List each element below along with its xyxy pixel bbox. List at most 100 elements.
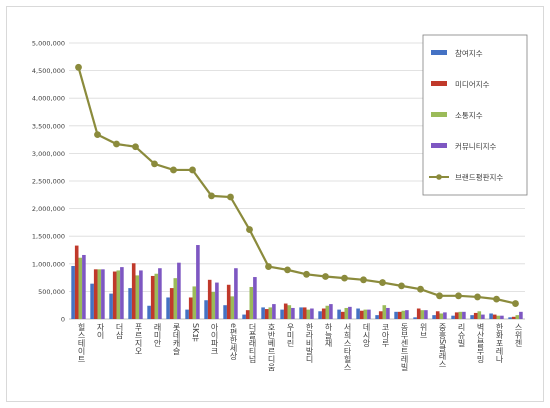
series-point-브랜드평판지수-더샵 <box>113 140 120 148</box>
bar-미디어지수-우미린 <box>283 303 288 319</box>
bar-소통지수-자이 <box>97 269 102 319</box>
category-label: 데시앙 <box>362 323 371 347</box>
bar-미디어지수-위브 <box>416 308 421 319</box>
bar-커뮤니티지수-스위첸 <box>519 311 523 319</box>
series-point-브랜드평판지수-아이파크 <box>208 192 215 200</box>
y-tick-label: 1,500,000 <box>32 233 65 241</box>
category-label: 아이파크 <box>210 322 219 355</box>
bar-참여지수-동부센트레빌 <box>394 311 398 319</box>
y-tick-label: 5,000,000 <box>32 40 65 48</box>
legend-swatch-커뮤니티지수 <box>431 143 447 148</box>
series-point-브랜드평판지수-자이 <box>94 131 101 139</box>
bar-커뮤니티지수-한화포레나 <box>500 315 504 319</box>
bar-소통지수-벽산블루밍 <box>477 311 482 319</box>
series-point-브랜드평판지수-롯데캐슬 <box>170 166 177 174</box>
bar-커뮤니티지수-데시앙 <box>367 309 371 319</box>
y-tick-label: 500,000 <box>38 288 65 296</box>
category-label: 롯데캐슬 <box>172 323 181 355</box>
bar-미디어지수-한라비발디 <box>302 307 307 319</box>
category-label: 자이 <box>96 323 105 340</box>
y-tick-label: 2,500,000 <box>32 178 65 186</box>
bar-커뮤니티지수-코아루 <box>386 307 390 319</box>
bar-소통지수-한화포레나 <box>496 315 501 319</box>
bar-미디어지수-하늘채 <box>321 308 326 319</box>
series-point-브랜드평판지수-서희스타힐스 <box>341 274 348 282</box>
chart-frame: 0 500,000 1,000,000 1,500,000 2,000,000 2,500… <box>6 6 544 402</box>
brand-reputation-chart: 0 500,000 1,000,000 1,500,000 2,000,000 2,500… <box>32 34 528 371</box>
category-label: 리슈빌 <box>457 323 466 347</box>
series-point-브랜드평판지수-동부센트레빌 <box>398 282 405 290</box>
series-point-브랜드평판지수-SK뷰 <box>189 166 196 174</box>
bar-커뮤니티지수-e편한세상 <box>234 268 238 319</box>
y-tick-label: 3,000,000 <box>32 150 65 158</box>
legend-label: 소통지수 <box>455 111 483 120</box>
bar-참여지수-스위첸 <box>508 317 512 319</box>
series-point-브랜드평판지수-한화포레나 <box>493 295 500 303</box>
bar-소통지수-푸르지오 <box>135 275 140 319</box>
legend-swatch-미디어지수 <box>431 81 447 86</box>
bar-미디어지수-리슈빌 <box>454 312 459 319</box>
bar-커뮤니티지수-푸르지오 <box>139 270 143 319</box>
series-point-브랜드평판지수-힐스테이트 <box>75 63 82 71</box>
bar-참여지수-푸르지오 <box>128 288 132 319</box>
bar-커뮤니티지수-래미안 <box>158 268 162 319</box>
bar-참여지수-우미린 <box>280 309 284 319</box>
series-point-브랜드평판지수-우미린 <box>284 266 291 274</box>
bar-미디어지수-더플래티넘 <box>245 310 250 319</box>
category-label: 서희스타힐스 <box>343 323 352 371</box>
y-tick-label: 4,000,000 <box>32 95 65 103</box>
bar-소통지수-SK뷰 <box>192 286 197 319</box>
bar-소통지수-한라비발디 <box>306 309 311 319</box>
bar-커뮤니티지수-리슈빌 <box>462 311 466 319</box>
bar-커뮤니티지수-우미린 <box>291 307 295 319</box>
category-label: 중흥S클래스 <box>438 323 447 368</box>
category-label: 하늘채 <box>324 322 333 348</box>
bar-커뮤니티지수-한라비발디 <box>310 308 314 319</box>
legend-marker-브랜드평판지수 <box>436 174 442 180</box>
category-label: 더플래티넘 <box>248 323 257 363</box>
bar-커뮤니티지수-서희스타힐스 <box>348 306 352 319</box>
category-label: SK뷰 <box>191 323 200 342</box>
bar-소통지수-호반베르디움 <box>268 307 273 319</box>
legend-label: 브랜드평판지수 <box>455 172 503 182</box>
bar-참여지수-서희스타힐스 <box>337 309 341 319</box>
category-label: 래미안 <box>153 323 162 347</box>
y-tick-label: 0 <box>61 316 65 324</box>
bar-참여지수-래미안 <box>147 305 151 319</box>
series-point-브랜드평판지수-중흥S클래스 <box>436 292 443 300</box>
category-label: 한라비발디 <box>305 323 314 364</box>
bar-참여지수-SK뷰 <box>185 309 189 319</box>
bar-미디어지수-데시앙 <box>359 310 364 319</box>
legend-label: 미디어지수 <box>455 79 490 89</box>
bar-참여지수-자이 <box>90 283 94 319</box>
bar-커뮤니티지수-아이파크 <box>215 282 219 319</box>
bar-미디어지수-한화포레나 <box>492 314 497 319</box>
bar-커뮤니티지수-중흥S클래스 <box>443 312 447 319</box>
category-label: 코아루 <box>381 323 390 348</box>
category-label: 위브 <box>419 323 428 339</box>
bar-미디어지수-스위첸 <box>511 316 516 319</box>
bar-미디어지수-중흥S클래스 <box>435 311 440 319</box>
bar-소통지수-우미린 <box>287 305 292 319</box>
series-point-브랜드평판지수-코아루 <box>379 279 386 286</box>
category-label: 벽산블루밍 <box>476 322 485 363</box>
bar-커뮤니티지수-하늘채 <box>329 304 333 319</box>
bar-참여지수-더샵 <box>109 293 113 319</box>
y-tick-label: 4,500,000 <box>32 67 65 75</box>
series-point-브랜드평판지수-데시앙 <box>360 276 367 284</box>
bar-미디어지수-아이파크 <box>207 279 212 319</box>
series-point-브랜드평판지수-리슈빌 <box>455 292 462 300</box>
bar-미디어지수-동부센트레빌 <box>397 311 402 319</box>
legend-swatch-참여지수 <box>431 50 447 55</box>
bar-참여지수-하늘채 <box>318 311 322 319</box>
series-point-브랜드평판지수-호반베르디움 <box>265 263 272 270</box>
series-point-브랜드평판지수-한라비발디 <box>303 270 310 278</box>
bar-미디어지수-롯데캐슬 <box>169 288 174 319</box>
series-point-브랜드평판지수-더플래티넘 <box>246 226 253 233</box>
bar-소통지수-중흥S클래스 <box>439 313 444 319</box>
bar-소통지수-e편한세상 <box>230 296 235 319</box>
bar-소통지수-위브 <box>420 310 425 319</box>
series-point-브랜드평판지수-위브 <box>417 285 424 293</box>
bar-참여지수-한라비발디 <box>299 307 303 319</box>
bar-소통지수-데시앙 <box>363 309 368 319</box>
